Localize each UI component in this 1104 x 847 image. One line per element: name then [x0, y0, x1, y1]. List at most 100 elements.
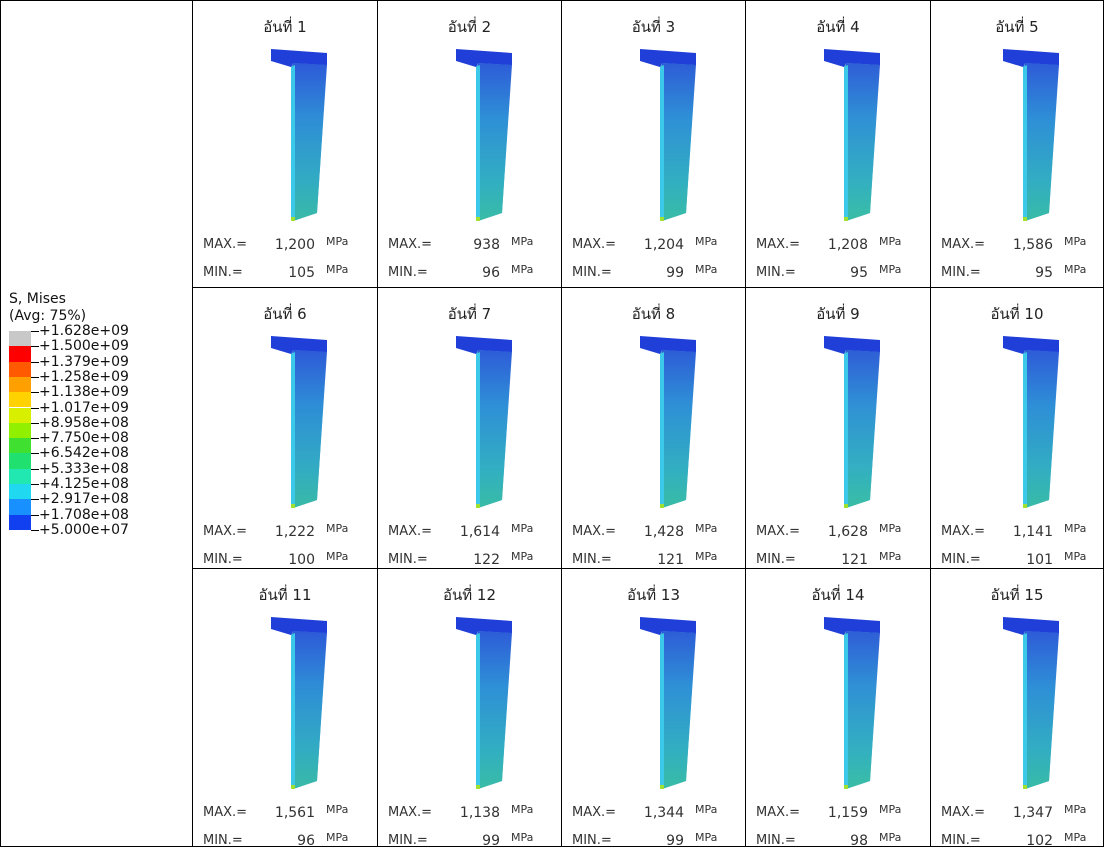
legend-value: +5.333e+08	[39, 460, 129, 477]
stress-min: 95	[850, 265, 868, 281]
value-row-min: MIN.= 121 MPa	[756, 550, 926, 570]
value-row-min: MIN.= 99 MPa	[388, 831, 558, 847]
legend: S, Mises (Avg: 75%) +1.628e+09 +1.500e+09…	[9, 291, 129, 537]
result-cell: อันที่ 4 MAX.= 1,208 MPa MIN.= 95 MPa	[746, 1, 931, 288]
value-row-min: MIN.= 96 MPa	[203, 831, 373, 847]
value-row-max: MAX.= 1,628 MPa	[756, 522, 926, 542]
legend-swatch	[9, 422, 31, 439]
legend-tick	[31, 361, 39, 363]
value-row-max: MAX.= 1,344 MPa	[572, 803, 742, 823]
result-cell: อันที่ 1 MAX.= 1,200 MPa MIN.= 105 MPa	[193, 1, 378, 288]
value-row-max: MAX.= 1,208 MPa	[756, 235, 926, 255]
unit: MPa	[695, 235, 718, 248]
value-row-min: MIN.= 95 MPa	[941, 263, 1104, 283]
value-row-max: MAX.= 1,586 MPa	[941, 235, 1104, 255]
unit: MPa	[695, 263, 718, 276]
legend-swatch	[9, 407, 31, 423]
unit: MPa	[879, 803, 902, 816]
row-label: MAX.=	[203, 524, 248, 539]
legend-value: +5.000e+07	[39, 521, 129, 538]
beam-model	[271, 336, 327, 508]
legend-tick	[31, 484, 39, 485]
value-row-max: MAX.= 1,347 MPa	[941, 803, 1104, 823]
legend-value: +1.500e+09	[39, 338, 129, 355]
row-label: MIN.=	[941, 265, 981, 280]
legend-subtitle: (Avg: 75%)	[9, 308, 87, 324]
row-label: MIN.=	[572, 552, 612, 567]
unit: MPa	[879, 550, 902, 563]
value-row-min: MIN.= 100 MPa	[203, 550, 373, 570]
value-row-max: MAX.= 1,222 MPa	[203, 522, 373, 542]
row-label: MIN.=	[941, 833, 981, 847]
stress-max: 938	[473, 237, 500, 253]
stress-max: 1,204	[643, 237, 684, 253]
legend-tick	[31, 468, 39, 470]
row-label: MAX.=	[388, 237, 433, 252]
value-row-max: MAX.= 1,159 MPa	[756, 803, 926, 823]
result-cell: อันที่ 9 MAX.= 1,628 MPa MIN.= 121 MPa	[746, 288, 931, 569]
beam-model	[455, 617, 512, 789]
legend-tick	[31, 331, 39, 332]
legend-value: +7.750e+08	[39, 430, 129, 447]
stress-max: 1,586	[1012, 237, 1053, 253]
stress-min: 102	[1026, 833, 1053, 847]
legend-title: S, Mises	[9, 291, 66, 307]
row-label: MIN.=	[941, 552, 981, 567]
cell-title: อันที่ 9	[816, 305, 860, 323]
legend-swatch	[9, 499, 31, 515]
row-label: MAX.=	[388, 805, 433, 820]
row-label: MAX.=	[756, 237, 801, 252]
stress-min: 122	[473, 552, 500, 568]
stress-max: 1,628	[827, 524, 868, 540]
legend-value: +6.542e+08	[39, 445, 129, 462]
legend-tick	[31, 392, 39, 394]
result-cell: อันที่ 14 MAX.= 1,159 MPa MIN.= 98 MPa	[746, 569, 931, 847]
beam-model	[1003, 617, 1059, 789]
unit: MPa	[326, 235, 349, 248]
stress-min: 101	[1026, 552, 1053, 568]
row-label: MAX.=	[388, 524, 433, 539]
unit: MPa	[326, 550, 349, 563]
legend-value: +1.258e+09	[39, 368, 129, 385]
unit: MPa	[879, 235, 902, 248]
legend-tick	[31, 453, 39, 455]
legend-swatch	[9, 468, 31, 484]
cell-title: อันที่ 10	[990, 305, 1044, 323]
stress-min: 96	[297, 833, 315, 847]
unit: MPa	[511, 831, 534, 844]
legend-tick	[31, 514, 39, 516]
value-row-min: MIN.= 102 MPa	[941, 831, 1104, 847]
legend-swatch	[9, 361, 31, 377]
unit: MPa	[326, 803, 349, 816]
unit: MPa	[1064, 803, 1087, 816]
legend-value: +4.125e+08	[39, 476, 129, 492]
unit: MPa	[1064, 522, 1087, 535]
beam-model	[824, 336, 880, 508]
legend-value: +1.138e+09	[39, 384, 129, 401]
stress-max: 1,561	[274, 805, 315, 821]
legend-value: +1.628e+09	[39, 323, 129, 339]
beam-model	[639, 49, 696, 221]
unit: MPa	[879, 263, 902, 276]
stress-min: 99	[666, 833, 684, 847]
stress-min: 98	[850, 833, 868, 847]
cell-title: อันที่ 1	[263, 18, 307, 36]
cell-title: อันที่ 4	[816, 18, 860, 36]
legend-swatch	[9, 438, 31, 454]
legend-swatch	[9, 514, 31, 530]
result-cell: อันที่ 15 MAX.= 1,347 MPa MIN.= 102 MPa	[931, 569, 1104, 847]
beam-model	[639, 336, 696, 508]
stress-max: 1,208	[827, 237, 868, 253]
value-row-min: MIN.= 98 MPa	[756, 831, 926, 847]
stress-min: 99	[666, 265, 684, 281]
unit: MPa	[695, 831, 718, 844]
row-label: MIN.=	[756, 552, 796, 567]
result-cell: อันที่ 6 MAX.= 1,222 MPa MIN.= 100 MPa	[193, 288, 378, 569]
beam-model	[824, 49, 880, 221]
value-row-max: MAX.= 1,138 MPa	[388, 803, 558, 823]
legend-value: +1.379e+09	[39, 353, 129, 370]
legend-swatch	[9, 392, 31, 408]
value-row-min: MIN.= 101 MPa	[941, 550, 1104, 570]
result-cell: อันที่ 10 MAX.= 1,141 MPa MIN.= 101 MPa	[931, 288, 1104, 569]
value-row-min: MIN.= 121 MPa	[572, 550, 742, 570]
